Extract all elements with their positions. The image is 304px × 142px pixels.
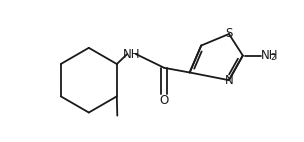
Text: 2: 2 xyxy=(271,53,276,62)
Text: NH: NH xyxy=(261,49,279,62)
Text: O: O xyxy=(160,94,169,107)
Text: N: N xyxy=(225,74,233,87)
Text: NH: NH xyxy=(123,48,140,60)
Text: S: S xyxy=(225,28,233,40)
